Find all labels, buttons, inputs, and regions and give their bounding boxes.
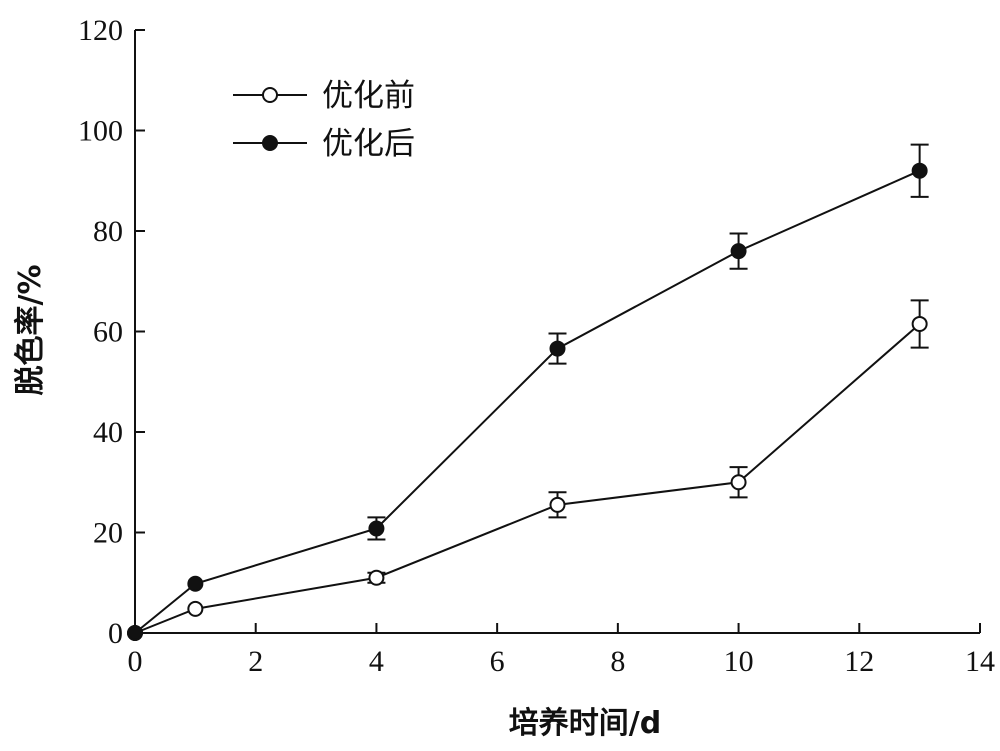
- x-tick-label: 8: [610, 645, 625, 678]
- y-tick-label: 60: [93, 316, 123, 349]
- series-line: [134, 323, 921, 634]
- data-point: [911, 315, 928, 332]
- series-line: [134, 169, 921, 634]
- data-point: [730, 243, 747, 260]
- x-tick-label: 14: [965, 645, 995, 678]
- series-layer: [127, 143, 929, 641]
- x-tick-label: 6: [490, 645, 505, 678]
- x-axis-title: 培养时间/d: [509, 706, 661, 741]
- data-point: [187, 600, 204, 617]
- y-tick-label: 0: [108, 617, 123, 650]
- legend-label: 优化后: [322, 126, 415, 162]
- data-point: [911, 162, 928, 179]
- data-point: [127, 625, 143, 641]
- series-1: [127, 299, 929, 641]
- data-point: [549, 496, 566, 513]
- x-tick-label: 0: [128, 645, 143, 678]
- axes: [134, 30, 980, 634]
- legend-label: 优化前: [322, 78, 415, 114]
- y-ticks: 0 20 40 60 80 100 120: [78, 14, 145, 650]
- x-tick-label: 4: [369, 645, 384, 678]
- x-tick-label: 10: [724, 645, 754, 678]
- y-tick-label: 80: [93, 215, 123, 248]
- y-tick-label: 120: [78, 14, 123, 47]
- x-tick-label: 2: [248, 645, 263, 678]
- data-point: [549, 340, 566, 357]
- y-axis-title: 脱色率/%: [13, 264, 48, 395]
- y-tick-label: 100: [78, 115, 123, 148]
- legend-item-2: 优化后: [233, 126, 415, 162]
- data-point: [368, 569, 385, 586]
- legend-item-1: 优化前: [233, 78, 415, 114]
- x-tick-label: 12: [844, 645, 874, 678]
- y-tick-label: 40: [93, 416, 123, 449]
- data-point: [368, 520, 385, 537]
- legend-marker: [262, 87, 278, 103]
- legend-marker: [262, 135, 278, 151]
- data-point: [187, 575, 204, 592]
- series-2: [127, 143, 929, 641]
- data-point: [730, 474, 747, 491]
- y-tick-label: 20: [93, 517, 123, 550]
- x-ticks: 0 2 4 6 8 10 12 14: [128, 623, 995, 678]
